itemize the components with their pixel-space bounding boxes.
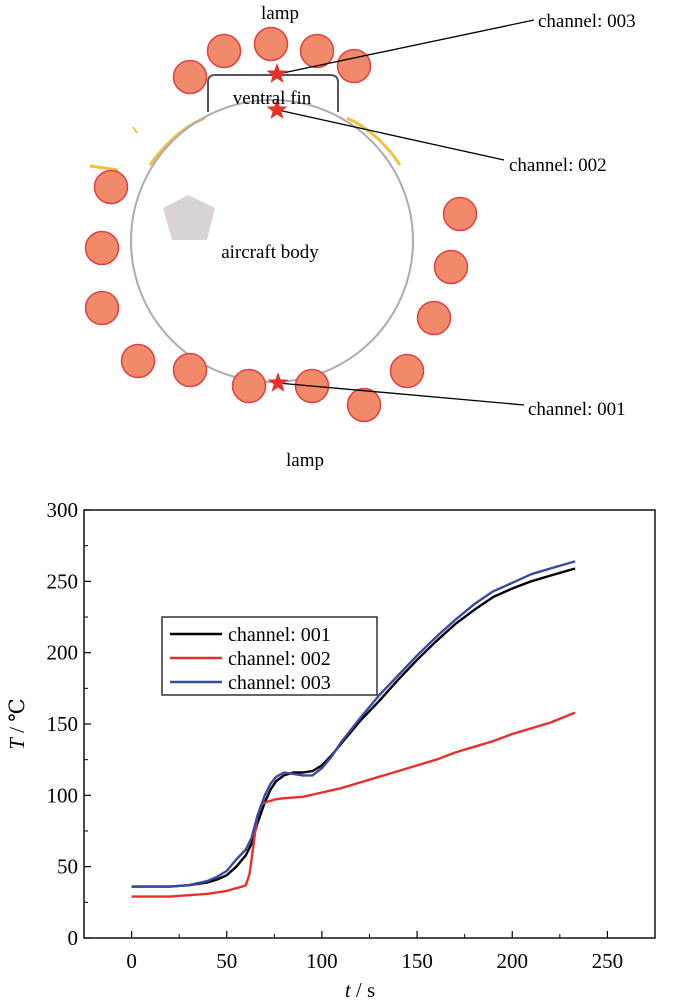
y-axis-unit: / ℃ [5,698,29,738]
lamp-14 [389,353,425,389]
heating-setup-diagram: lamp ventral fin aircraft body lamp chan… [84,3,636,471]
lamp-13 [346,387,382,423]
temperature-chart: 0 50 100 150 200 250 0 50 100 150 200 250 300 t / s… [5,498,656,1002]
x-axis-ticks: 0 50 100 150 200 250 [83,931,656,973]
x-tick-label: 250 [592,949,624,973]
legend-label-2: channel: 002 [228,648,331,670]
y-tick-label: 200 [47,641,79,665]
aircraft-body-label: aircraft body [221,242,319,263]
insulation-tick [132,126,138,134]
lamp-6 [93,169,129,205]
x-tick-label: 150 [401,949,433,973]
pentagon-marker [163,195,215,240]
callout-label-003: channel: 003 [538,11,636,32]
plot-frame [83,509,656,939]
x-axis-label: t / s [345,978,375,1002]
y-tick-label: 100 [47,783,79,807]
y-axis-ticks: 0 50 100 150 200 250 300 [47,498,91,950]
x-tick-label: 200 [497,949,529,973]
x-tick-label: 100 [306,949,338,973]
lamp-bottom-label: lamp [286,450,324,471]
lamp-3 [299,33,335,69]
x-tick-label: 0 [126,949,137,973]
sensor-star-002 [266,99,288,119]
y-tick-label: 50 [57,855,78,879]
aircraft-body-circle [130,99,414,383]
callout-label-002: channel: 002 [509,155,607,176]
y-axis-var: T [5,737,29,750]
series-lines [131,560,576,898]
y-tick-label: 250 [47,569,79,593]
y-tick-label: 300 [47,498,79,522]
lamp-5 [172,59,208,95]
x-axis-unit: / s [351,978,376,1002]
lamp-4 [336,48,372,84]
lamp-16 [433,249,469,285]
x-axis-var: t [345,978,352,1002]
callout-line-003 [277,19,535,75]
lamp-2 [253,26,289,62]
lamp-8 [84,290,120,326]
lamp-11 [231,368,267,404]
lamp-group [84,26,478,423]
series-line-2 [131,711,576,898]
insulation-strip-far-left [89,164,119,172]
callout-line-002 [277,109,505,161]
x-tick-label: 50 [216,949,237,973]
callout-line-001 [277,382,525,406]
lamp-7 [84,230,120,266]
sensor-star-003 [266,63,288,83]
y-tick-label: 150 [47,712,79,736]
ventral-fin-label: ventral fin [233,88,312,109]
lamp-top-label: lamp [261,3,299,24]
lamp-15 [416,300,452,336]
series-line-3 [131,560,576,888]
legend-label-3: channel: 003 [228,672,331,694]
lamp-1 [206,33,242,69]
legend-label-1: channel: 001 [228,624,331,646]
y-tick-label: 0 [68,926,79,950]
lamp-17 [442,196,478,232]
sensor-star-001 [267,372,289,392]
insulation-strip-right [346,116,402,166]
callout-label-001: channel: 001 [528,399,626,420]
series-line-1 [131,567,576,888]
lamp-10 [172,352,208,388]
lamp-9 [120,343,156,379]
y-axis-label: T / ℃ [5,698,29,750]
